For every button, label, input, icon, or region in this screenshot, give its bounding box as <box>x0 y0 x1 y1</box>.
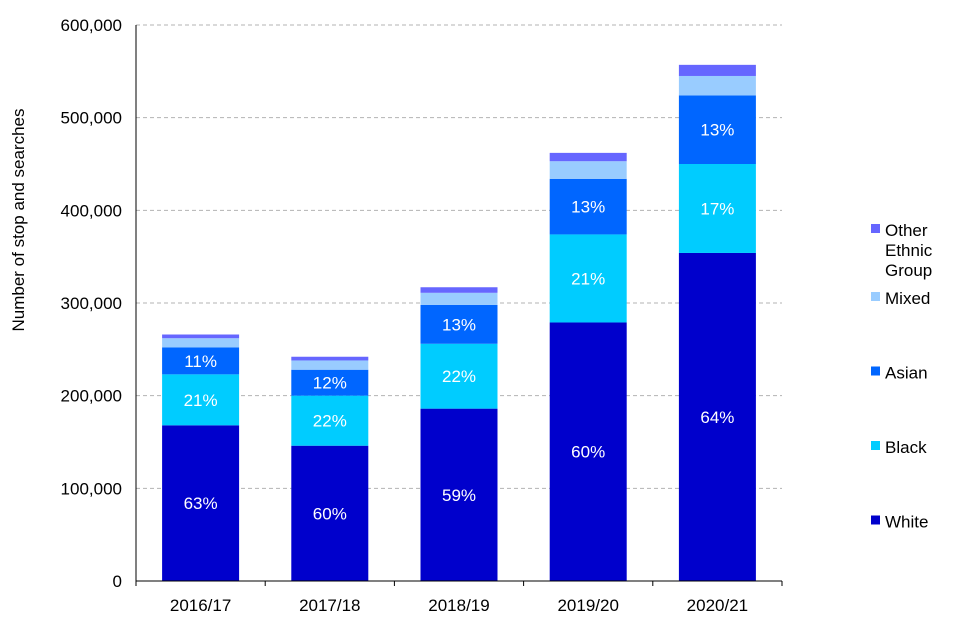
data-label: 13% <box>442 315 476 334</box>
bar-segment-other-ethnic-group <box>549 152 627 162</box>
bar-segment-black <box>420 343 498 409</box>
data-label: 59% <box>442 486 476 505</box>
legend-swatch-asian <box>871 366 880 376</box>
data-label: 64% <box>700 408 734 427</box>
x-tick-label: 2016/17 <box>170 596 231 615</box>
x-tick-label: 2018/19 <box>428 596 489 615</box>
bar-segment-asian <box>678 95 756 164</box>
bar-segment-mixed <box>420 292 498 305</box>
bar-segment-white <box>420 408 498 581</box>
data-label: 17% <box>700 199 734 218</box>
y-tick-label: 100,000 <box>61 479 122 498</box>
bar-segment-black <box>549 234 627 323</box>
bar-segment-mixed <box>162 338 240 348</box>
legend-label: Mixed <box>885 289 930 308</box>
bar-segment-black <box>291 395 369 446</box>
data-label: 22% <box>313 412 347 431</box>
legend-swatch-white <box>871 515 880 525</box>
data-label: 22% <box>442 367 476 386</box>
legend: Other Ethnic Group Mixed Asian Black White <box>871 221 933 532</box>
legend-swatch-black <box>871 441 880 450</box>
legend-swatch-mixed <box>871 292 880 301</box>
data-label: 21% <box>184 391 218 410</box>
data-label: 63% <box>184 494 218 513</box>
bar-segment-mixed <box>678 75 756 96</box>
y-tick-label: 400,000 <box>61 201 122 220</box>
y-axis-title: Number of stop and searches <box>9 108 28 331</box>
data-label: 12% <box>313 374 347 393</box>
data-label: 21% <box>571 269 605 288</box>
bar-segment-mixed <box>291 360 369 370</box>
y-tick-label: 0 <box>113 572 122 591</box>
data-label: 13% <box>571 198 605 217</box>
x-tick-label: 2017/18 <box>299 596 360 615</box>
y-tick-label: 200,000 <box>61 387 122 406</box>
data-label: 60% <box>313 504 347 523</box>
legend-label: White <box>885 513 928 532</box>
x-tick-label: 2019/20 <box>557 596 618 615</box>
data-label: 11% <box>184 352 217 371</box>
legend-label: Asian <box>885 364 928 383</box>
bar-segment-asian <box>162 347 240 375</box>
bar-segment-other-ethnic-group <box>291 356 369 361</box>
axes: 0 100,000 200,000 300,000 400,000 500,000 600,… <box>61 16 783 615</box>
bar-segment-white <box>549 322 627 581</box>
bar-segment-asian <box>420 304 498 344</box>
bar-segment-black <box>162 374 240 426</box>
bar-segment-other-ethnic-group <box>420 287 498 293</box>
bar-segment-mixed <box>549 161 627 179</box>
bar-segment-white <box>162 425 240 581</box>
y-tick-label: 600,000 <box>61 16 122 35</box>
bar-segment-white <box>291 445 369 581</box>
bar-segment-black <box>678 164 756 253</box>
y-tick-label: 500,000 <box>61 109 122 128</box>
legend-label: Other Ethnic Group <box>885 221 933 280</box>
bar-segment-white <box>678 252 756 581</box>
legend-label: Black <box>885 438 927 457</box>
bar-segment-asian <box>291 369 369 396</box>
data-label: 60% <box>571 443 605 462</box>
bar-segment-other-ethnic-group <box>162 334 240 339</box>
legend-swatch-other-ethnic-group <box>871 224 880 233</box>
bars: 63% 21% 11% 60% 22% 12% 59% 22% 13% 60% 21% 13% 64% 1… <box>162 64 756 581</box>
y-tick-label: 300,000 <box>61 294 122 313</box>
data-label: 13% <box>700 121 734 140</box>
bar-segment-other-ethnic-group <box>678 64 756 76</box>
x-tick-label: 2020/21 <box>687 596 748 615</box>
bar-segment-asian <box>549 178 627 235</box>
